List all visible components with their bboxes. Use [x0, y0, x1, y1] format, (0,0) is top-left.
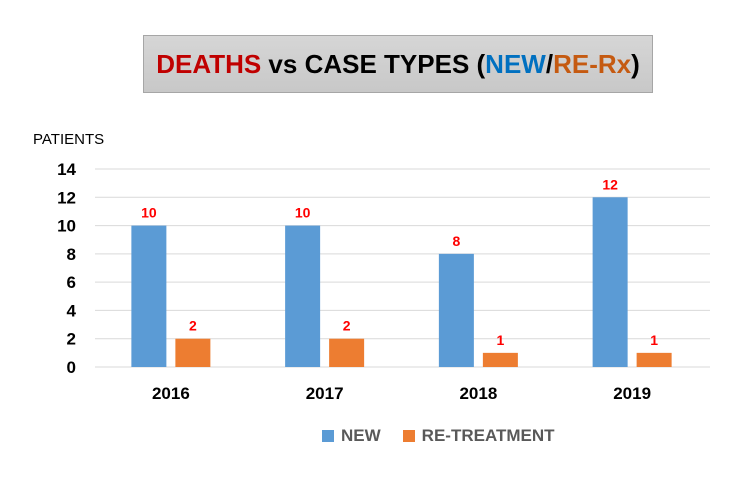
legend-label-retreatment: RE-TREATMENT: [421, 426, 555, 445]
y-tick-label: 14: [57, 160, 76, 179]
title-close: ): [631, 48, 640, 79]
chart-title: DEATHS vs CASE TYPES (NEW / RE-Rx): [143, 35, 653, 93]
x-tick-label: 2018: [459, 384, 497, 403]
title-new: NEW: [485, 48, 546, 79]
y-tick-label: 12: [57, 188, 76, 207]
bar-retreatment-2019: [636, 352, 672, 367]
title-rerx: RE-Rx: [553, 48, 632, 79]
title-slash: /: [545, 48, 554, 79]
y-tick-label: 0: [67, 358, 76, 377]
data-label: 1: [496, 332, 504, 348]
legend-item-retreatment: RE-TREATMENT: [402, 426, 555, 446]
y-tick-label: 10: [57, 217, 76, 236]
legend: NEW RE-TREATMENT: [322, 426, 577, 446]
bar-new-2019: [592, 197, 628, 367]
data-label: 2: [343, 318, 351, 334]
bar-new-2018: [438, 253, 474, 367]
legend-swatch-new: [322, 430, 334, 442]
legend-item-new: NEW: [322, 426, 381, 446]
y-tick-label: 4: [67, 301, 77, 320]
bar-retreatment-2017: [329, 338, 365, 367]
title-mid: vs CASE TYPES (: [261, 48, 486, 79]
x-tick-label: 2019: [613, 384, 651, 403]
data-label: 10: [295, 205, 311, 221]
x-tick-label: 2016: [152, 384, 190, 403]
bar-retreatment-2018: [482, 352, 518, 367]
data-label: 12: [602, 176, 618, 192]
y-axis-label: PATIENTS: [33, 131, 105, 148]
legend-label-new: NEW: [341, 426, 381, 445]
data-label: 2: [189, 318, 197, 334]
data-label: 10: [141, 205, 157, 221]
bar-retreatment-2016: [175, 338, 211, 367]
bar-new-2016: [131, 225, 167, 367]
x-tick-label: 2017: [306, 384, 344, 403]
title-deaths: DEATHS: [156, 48, 262, 79]
bar-new-2017: [285, 225, 321, 367]
y-tick-label: 6: [67, 273, 76, 292]
y-tick-label: 2: [67, 330, 76, 349]
data-label: 1: [650, 332, 658, 348]
y-tick-label: 8: [67, 245, 76, 264]
data-label: 8: [452, 233, 460, 249]
legend-swatch-retreatment: [402, 430, 415, 442]
